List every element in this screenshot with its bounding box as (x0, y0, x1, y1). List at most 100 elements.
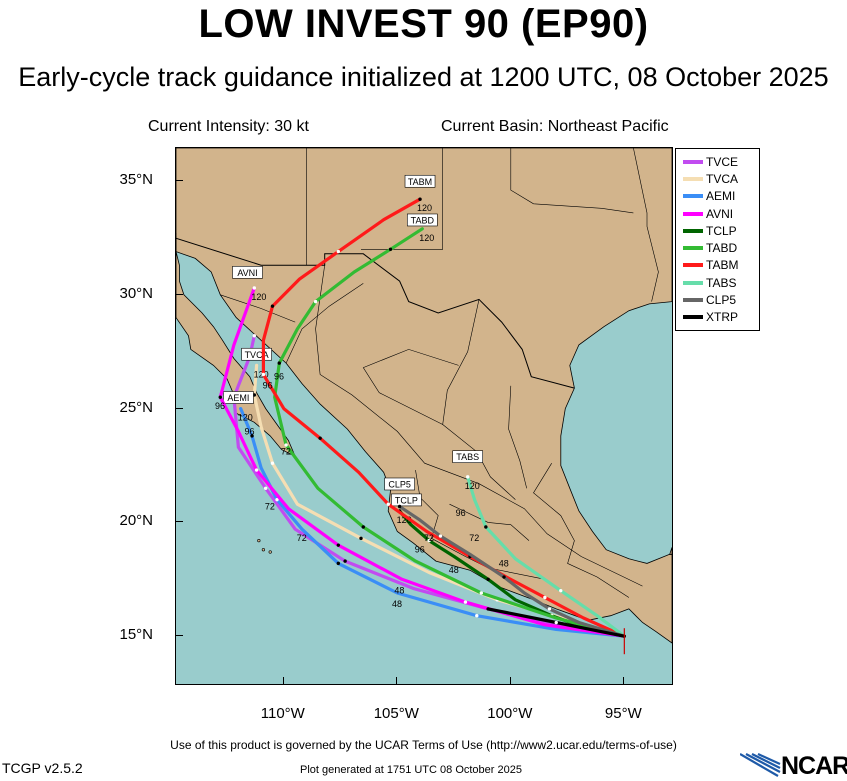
longitude-tick (282, 677, 284, 685)
legend-label: XTRP (706, 310, 739, 325)
track-point-tvce (263, 486, 268, 490)
plot-subtitle: Early-cycle track guidance initialized a… (18, 62, 829, 92)
forecast-hour-label: 72 (469, 533, 479, 543)
version-label: TCGP v2.5.2 (2, 760, 83, 776)
track-point-tabm (270, 304, 275, 308)
state-border-6 (362, 349, 459, 425)
track-point-tabd (361, 525, 365, 529)
island-0 (261, 548, 265, 552)
track-point-clp5 (547, 607, 552, 611)
track-point-tclp (427, 538, 431, 543)
longitude-label: 110°W (260, 705, 305, 722)
state-border-8 (533, 463, 630, 598)
latitude-tick (175, 180, 183, 181)
legend-item-tvca: TVCA (683, 170, 759, 187)
track-label-clp5: CLP5 (388, 479, 411, 489)
legend-item-clp5: CLP5 (683, 291, 759, 308)
latitude-tick (175, 407, 183, 409)
track-aemi (239, 407, 626, 638)
track-point-aemi (336, 561, 341, 566)
track-point-tabm (543, 595, 547, 600)
latitude-tick (175, 521, 183, 523)
track-label-tabd: TABD (411, 215, 435, 225)
longitude-tick (509, 677, 511, 685)
legend-label: TVCE (706, 154, 739, 169)
legend-item-tvce: TVCE (683, 153, 759, 170)
legend: TVCE TVCA AEMI AVNI TCLP TABD TABM TABS CLP5 XTRP (675, 148, 760, 331)
forecast-hour-label: 96 (415, 545, 425, 555)
longitude-label: 100°W (487, 705, 533, 722)
forecast-hour-label: 72 (281, 447, 291, 457)
legend-item-tclp: TCLP (683, 222, 759, 239)
legend-label: AEMI (706, 189, 736, 204)
plot-title: LOW INVEST 90 (EP90) (198, 2, 649, 46)
ncar-logo-text: NCAR (781, 752, 847, 780)
track-point-aemi (250, 434, 254, 438)
track-label-tclp: TCLP (395, 495, 418, 505)
legend-label: TCLP (706, 223, 737, 238)
track-label-box-avni (232, 266, 263, 279)
legend-item-tabd: TABD (683, 239, 759, 256)
state-border-9 (508, 385, 527, 489)
forecast-hour-label: 120 (419, 233, 434, 243)
track-point-tabm (318, 436, 322, 440)
latitude-label: 35°N (119, 171, 153, 188)
track-point-xtrp (554, 620, 558, 625)
track-label-avni: AVNI (237, 268, 257, 278)
current-basin: Current Basin: Northeast Pacific (441, 118, 669, 135)
island-2 (268, 550, 272, 554)
forecast-hour-label: 96 (215, 401, 225, 411)
latitude-tick (175, 635, 183, 637)
track-label-aemi: AEMI (227, 393, 249, 403)
track-point-tabs (559, 588, 563, 593)
track-point-tabm (336, 249, 341, 254)
forecast-hour-label: 48 (392, 599, 402, 609)
track-tabs (466, 475, 626, 638)
legend-swatch (683, 263, 703, 268)
track-label-tabs: TABS (456, 452, 479, 462)
state-border-3 (510, 148, 634, 214)
legend-swatch (683, 176, 703, 181)
track-point-tabd (388, 247, 393, 251)
legend-label: AVNI (706, 206, 734, 221)
latitude-label: 15°N (119, 626, 153, 644)
track-point-xtrp (486, 607, 490, 611)
track-label-box-tabd (406, 213, 438, 227)
track-point-tvca (359, 536, 363, 541)
track-map-svg: 120 TVCA 48 72 96 120 AEMI 48 72 96 120 AVNI 120 TCLP… (174, 147, 673, 684)
legend-swatch (683, 246, 703, 251)
us-mexico-border (174, 233, 575, 389)
legend-swatch (683, 280, 703, 285)
state-border-4 (315, 265, 643, 587)
track-point-tabm (386, 502, 390, 506)
legend-swatch (683, 298, 703, 303)
track-point-clp5 (438, 534, 443, 538)
track-label-box-clp5 (384, 477, 415, 491)
track-label-box-aemi (223, 391, 254, 404)
track-point-tabm (261, 372, 266, 377)
legend-swatch (683, 159, 703, 164)
track-point-tabd (479, 591, 484, 595)
longitude-label: 105°W (373, 705, 419, 722)
current-intensity: Current Intensity: 30 kt (148, 118, 309, 135)
forecast-hour-label: 72 (265, 501, 275, 511)
track-point-tvca (270, 461, 275, 465)
forecast-hour-label: 120 (465, 481, 480, 491)
track-label-tvca: TVCA (245, 350, 269, 360)
track-point-tclp (486, 577, 490, 582)
track-label-box-tclp (391, 493, 422, 507)
island-1 (257, 539, 261, 543)
track-point-avni (254, 468, 259, 472)
legend-label: TABD (706, 241, 738, 256)
track-tabd (273, 227, 626, 638)
state-border-11 (220, 294, 296, 323)
latitude-label: 25°N (119, 398, 153, 416)
mainland (175, 147, 673, 644)
track-point-tabd (313, 299, 318, 304)
track-label-box-tabs (452, 450, 483, 463)
forecast-hour-label: 120 (417, 203, 432, 213)
ncar-logo-icon (740, 752, 781, 777)
latitude-label: 30°N (119, 284, 153, 302)
forecast-hour-label: 72 (424, 533, 434, 543)
track-label-box-tabm (404, 174, 436, 188)
